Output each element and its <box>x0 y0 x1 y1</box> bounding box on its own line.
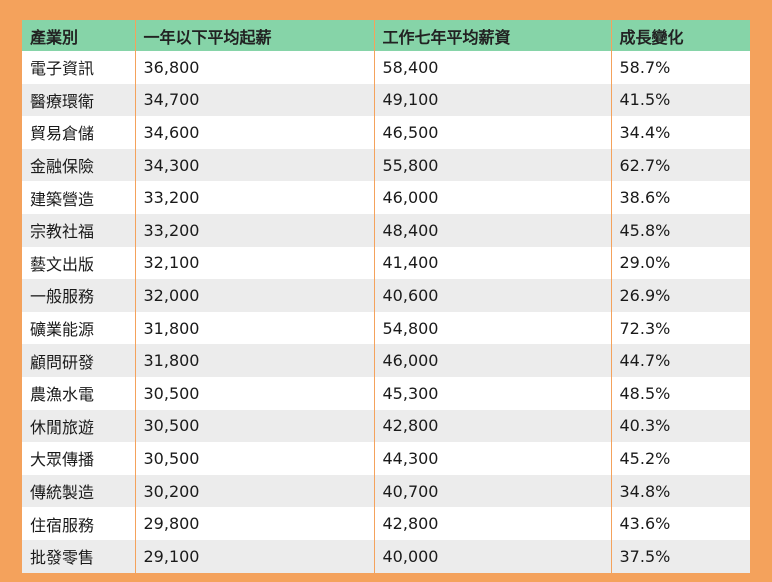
starting-salary-cell: 30,500 <box>134 409 374 443</box>
growth-cell: 43.6% <box>610 507 750 540</box>
industry-cell: 批發零售 <box>30 548 95 568</box>
table-row: 藝文出版 32,100 41,400 29.0% <box>22 246 750 280</box>
industry-cell: 宗教社福 <box>30 222 95 242</box>
table-row: 醫療環衛 34,700 49,100 41.5% <box>22 83 750 117</box>
industry-cell: 休閒旅遊 <box>30 417 95 437</box>
table-row: 批發零售 29,100 40,000 37.5% <box>22 539 750 573</box>
industry-cell: 一般服務 <box>30 287 95 307</box>
table-row: 一般服務 32,000 40,600 26.9% <box>22 279 750 312</box>
industry-cell: 顧問研發 <box>30 352 95 372</box>
growth-cell: 41.5% <box>610 83 750 117</box>
starting-salary-cell: 32,100 <box>134 246 374 280</box>
growth-cell: 29.0% <box>610 246 750 280</box>
table-row: 住宿服務 29,800 42,800 43.6% <box>22 507 750 540</box>
table-row: 休閒旅遊 30,500 42,800 40.3% <box>22 409 750 443</box>
industry-cell: 藝文出版 <box>30 254 95 274</box>
seven-year-salary-cell: 46,000 <box>373 344 611 377</box>
seven-year-salary-cell: 46,000 <box>373 181 611 214</box>
header-growth: 成長變化 <box>610 20 750 51</box>
header-row: 產業別 一年以下平均起薪 工作七年平均薪資 成長變化 <box>22 20 750 51</box>
industry-cell: 金融保險 <box>30 157 95 177</box>
seven-year-salary-cell: 40,600 <box>373 279 611 312</box>
starting-salary-cell: 30,200 <box>134 474 374 508</box>
starting-salary-cell: 31,800 <box>134 311 374 345</box>
growth-cell: 38.6% <box>610 181 750 214</box>
starting-salary-cell: 29,800 <box>134 507 374 540</box>
industry-cell: 農漁水電 <box>30 385 95 405</box>
growth-cell: 26.9% <box>610 279 750 312</box>
seven-year-salary-cell: 48,400 <box>373 213 611 247</box>
table-row: 金融保險 34,300 55,800 62.7% <box>22 148 750 182</box>
seven-year-salary-cell: 42,800 <box>373 507 611 540</box>
seven-year-salary-cell: 46,500 <box>373 116 611 149</box>
table-body: 電子資訊 36,800 58,400 58.7% 醫療環衛 34,700 49,100 41.… <box>22 51 750 573</box>
salary-table-frame: 產業別 一年以下平均起薪 工作七年平均薪資 成長變化 電子資訊 36,800 58,… <box>22 20 750 573</box>
growth-cell: 72.3% <box>610 311 750 345</box>
seven-year-salary-cell: 40,700 <box>373 474 611 508</box>
industry-cell: 礦業能源 <box>30 320 95 340</box>
industry-cell: 建築營造 <box>30 189 95 209</box>
industry-cell: 大眾傳播 <box>30 450 95 470</box>
growth-cell: 58.7% <box>610 51 750 84</box>
starting-salary-cell: 34,300 <box>134 148 374 182</box>
header-industry: 產業別 <box>30 27 79 47</box>
table-row: 宗教社福 33,200 48,400 45.8% <box>22 213 750 247</box>
growth-cell: 45.8% <box>610 213 750 247</box>
starting-salary-cell: 34,700 <box>134 83 374 117</box>
industry-cell: 傳統製造 <box>30 483 95 503</box>
starting-salary-cell: 32,000 <box>134 279 374 312</box>
starting-salary-cell: 33,200 <box>134 181 374 214</box>
starting-salary-cell: 30,500 <box>134 376 374 410</box>
industry-cell: 醫療環衛 <box>30 91 95 111</box>
industry-cell: 貿易倉儲 <box>30 124 95 144</box>
seven-year-salary-cell: 55,800 <box>373 148 611 182</box>
header-starting-salary: 一年以下平均起薪 <box>134 20 374 51</box>
seven-year-salary-cell: 42,800 <box>373 409 611 443</box>
starting-salary-cell: 36,800 <box>134 51 374 84</box>
table-row: 礦業能源 31,800 54,800 72.3% <box>22 311 750 345</box>
starting-salary-cell: 31,800 <box>134 344 374 377</box>
growth-cell: 37.5% <box>610 539 750 573</box>
industry-cell: 電子資訊 <box>30 59 95 79</box>
table-row: 大眾傳播 30,500 44,300 45.2% <box>22 442 750 475</box>
seven-year-salary-cell: 54,800 <box>373 311 611 345</box>
seven-year-salary-cell: 44,300 <box>373 442 611 475</box>
salary-table: 產業別 一年以下平均起薪 工作七年平均薪資 成長變化 電子資訊 36,800 58,… <box>22 20 750 573</box>
growth-cell: 44.7% <box>610 344 750 377</box>
growth-cell: 40.3% <box>610 409 750 443</box>
growth-cell: 62.7% <box>610 148 750 182</box>
seven-year-salary-cell: 41,400 <box>373 246 611 280</box>
seven-year-salary-cell: 49,100 <box>373 83 611 117</box>
growth-cell: 48.5% <box>610 376 750 410</box>
growth-cell: 45.2% <box>610 442 750 475</box>
seven-year-salary-cell: 45,300 <box>373 376 611 410</box>
table-row: 顧問研發 31,800 46,000 44.7% <box>22 344 750 377</box>
table-row: 建築營造 33,200 46,000 38.6% <box>22 181 750 214</box>
industry-cell: 住宿服務 <box>30 515 95 535</box>
table-row: 貿易倉儲 34,600 46,500 34.4% <box>22 116 750 149</box>
starting-salary-cell: 29,100 <box>134 539 374 573</box>
seven-year-salary-cell: 40,000 <box>373 539 611 573</box>
table-header: 產業別 一年以下平均起薪 工作七年平均薪資 成長變化 <box>22 20 750 51</box>
header-seven-year-salary: 工作七年平均薪資 <box>373 20 611 51</box>
starting-salary-cell: 33,200 <box>134 213 374 247</box>
growth-cell: 34.4% <box>610 116 750 149</box>
table-row: 電子資訊 36,800 58,400 58.7% <box>22 51 750 84</box>
growth-cell: 34.8% <box>610 474 750 508</box>
seven-year-salary-cell: 58,400 <box>373 51 611 84</box>
starting-salary-cell: 30,500 <box>134 442 374 475</box>
table-row: 農漁水電 30,500 45,300 48.5% <box>22 376 750 410</box>
starting-salary-cell: 34,600 <box>134 116 374 149</box>
table-row: 傳統製造 30,200 40,700 34.8% <box>22 474 750 508</box>
